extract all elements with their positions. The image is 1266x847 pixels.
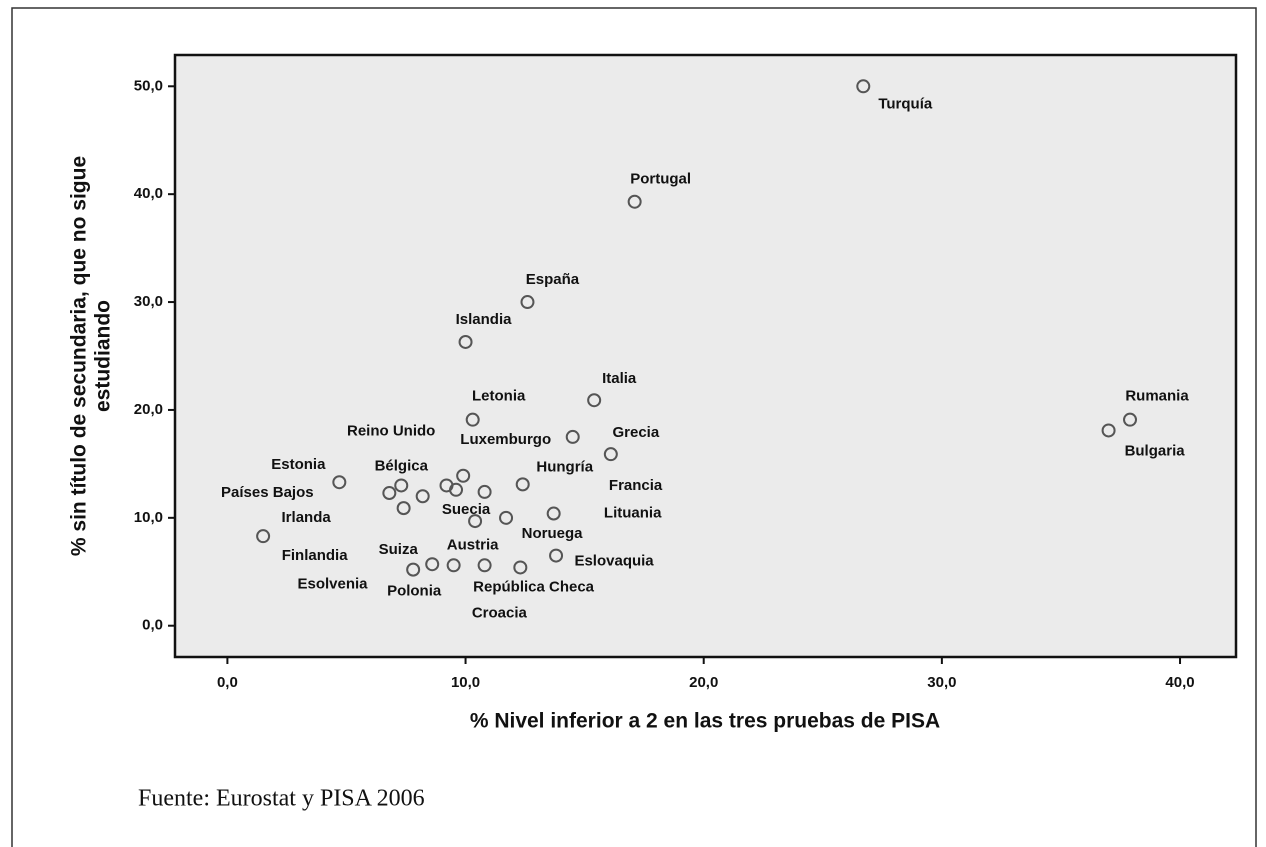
point-label: República Checa [473, 578, 595, 595]
point [565, 429, 580, 444]
y-axis-label-line: % sin título de secundaria, que no sigue [68, 156, 91, 556]
point-label: España [526, 271, 580, 288]
point-label: Noruega [522, 525, 584, 542]
point [415, 489, 430, 504]
point [425, 557, 440, 572]
y-tick-label: 40,0 [134, 185, 163, 202]
point [456, 468, 471, 483]
point-label: Irlanda [282, 509, 332, 526]
point [856, 79, 871, 94]
point-label: Grecia [612, 424, 659, 441]
y-tick-label: 30,0 [134, 293, 163, 310]
point-label: Estonia [271, 456, 326, 473]
y-tick-label: 10,0 [134, 509, 163, 526]
plot-area [173, 53, 1238, 659]
point [603, 447, 618, 462]
point-label: Letonia [472, 388, 526, 405]
point-label: Bulgaria [1125, 442, 1186, 459]
x-tick-label: 0,0 [217, 674, 238, 691]
y-tick-label: 50,0 [134, 77, 163, 94]
point-label: Islandia [456, 311, 513, 328]
point [468, 514, 483, 529]
x-tick-label: 30,0 [927, 674, 956, 691]
point-label: Turquía [878, 95, 933, 112]
point [406, 562, 421, 577]
point [465, 412, 480, 427]
point-label: Suiza [379, 541, 419, 558]
point [499, 510, 514, 525]
point-label: Esolvenia [297, 575, 368, 592]
y-tick-label: 20,0 [134, 401, 163, 418]
point [396, 501, 411, 516]
point [546, 506, 561, 521]
point [513, 560, 528, 575]
point-label: Luxemburgo [460, 431, 551, 448]
point-label: Portugal [630, 171, 691, 188]
point-label: Hungría [536, 458, 593, 475]
point-label: Lituania [604, 504, 662, 521]
point [520, 295, 535, 310]
frame [11, 7, 1257, 847]
point-label: Bélgica [375, 457, 429, 474]
point [256, 529, 271, 544]
point-label: Austria [447, 536, 499, 553]
point [477, 558, 492, 573]
point [332, 475, 347, 490]
point [382, 486, 397, 501]
point [458, 334, 473, 349]
point-label: Polonia [387, 583, 442, 600]
source-note: Fuente: Eurostat y PISA 2006 [138, 786, 425, 812]
point [449, 482, 464, 497]
x-tick-label: 10,0 [451, 674, 480, 691]
x-tick-label: 40,0 [1165, 674, 1194, 691]
point [515, 477, 530, 492]
point-label: Países Bajos [221, 484, 314, 501]
point-label: Rumania [1125, 388, 1189, 405]
y-axis-label: % sin título de secundaria, que no sigue… [68, 156, 115, 556]
point-label: Reino Unido [347, 423, 435, 440]
point-label: Eslovaquia [574, 553, 654, 570]
y-tick-label: 0,0 [142, 617, 163, 634]
point-label: Italia [602, 370, 637, 387]
point-label: Finlandia [282, 547, 348, 564]
point [394, 478, 409, 493]
x-tick-label: 20,0 [689, 674, 718, 691]
point-label: Suecia [442, 501, 491, 518]
point [587, 393, 602, 408]
point [549, 548, 564, 563]
point-label: Francia [609, 477, 663, 494]
point [627, 194, 642, 209]
y-axis-label-line: estudiando [92, 300, 115, 412]
x-axis-label: % Nivel inferior a 2 en las tres pruebas… [470, 710, 940, 733]
point [446, 558, 461, 573]
point [1123, 412, 1138, 427]
point-label: Croacia [472, 604, 528, 621]
point [477, 484, 492, 499]
point [1101, 423, 1116, 438]
